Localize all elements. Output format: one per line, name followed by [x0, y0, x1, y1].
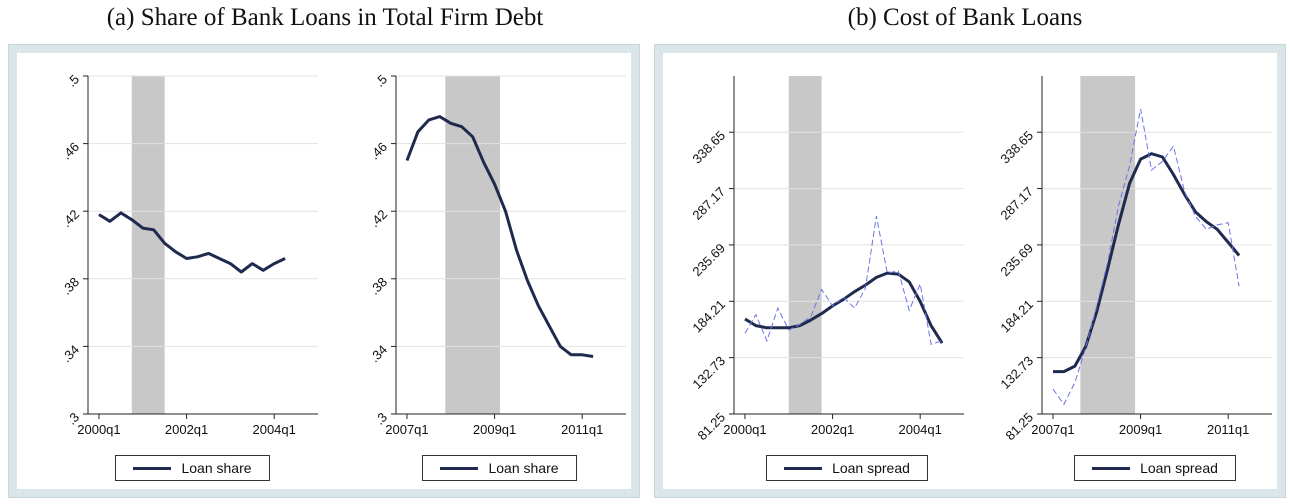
panel-frame-a: [8, 44, 640, 498]
legend-share-2007: Loan share: [422, 455, 577, 481]
y-tick-label: 184.21: [689, 297, 728, 336]
x-tick-label: 2002q1: [165, 422, 208, 437]
x-tick-label: 2004q1: [898, 422, 941, 437]
recession-band: [131, 76, 165, 414]
y-tick-label: 338.65: [997, 128, 1036, 167]
y-tick-label: .42: [367, 207, 390, 230]
x-tick-label: 2000q1: [77, 422, 120, 437]
chart-spread-2007: 81.25132.73184.21235.69287.17338.652007q…: [997, 76, 1272, 443]
y-tick-label: 235.69: [689, 240, 728, 279]
x-tick-label: 2009q1: [1119, 422, 1162, 437]
y-tick-label: 184.21: [997, 297, 1036, 336]
recession-band: [445, 76, 501, 414]
legend-swatch: [440, 466, 479, 470]
panel-title-a: (a) Share of Bank Loans in Total Firm De…: [106, 4, 544, 31]
series-line-loan: [405, 115, 594, 358]
y-tick-label: 287.17: [689, 184, 728, 223]
panel-inner-a: [17, 53, 631, 489]
legend-swatch: [133, 466, 172, 470]
y-tick-label: .5: [64, 72, 82, 90]
y-tick-label: .5: [372, 72, 390, 90]
y-tick-label: .38: [367, 274, 390, 297]
y-tick-label: 287.17: [997, 184, 1036, 223]
series-line-loan: [744, 271, 944, 344]
y-tick-label: 132.73: [997, 353, 1036, 392]
y-tick-label: .42: [59, 207, 82, 230]
y-tick-label: .38: [59, 274, 82, 297]
legend-label: Loan share: [488, 460, 559, 476]
y-tick-label: 132.73: [689, 353, 728, 392]
legend-spread-2000: Loan spread: [766, 455, 928, 481]
legend-label: Loan spread: [1140, 460, 1218, 476]
x-tick-label: 2002q1: [811, 422, 854, 437]
panel-title-b: (b) Cost of Bank Loans: [847, 4, 1083, 31]
legend-share-2000: Loan share: [115, 455, 270, 481]
x-tick-label: 2000q1: [723, 422, 766, 437]
panel-inner-b: [663, 53, 1277, 489]
x-tick-label: 2011q1: [561, 422, 603, 437]
x-tick-label: 2011q1: [1207, 422, 1249, 437]
series-line-loan: [1053, 152, 1241, 374]
y-tick-label: .46: [367, 139, 390, 162]
y-tick-label: .34: [59, 342, 82, 365]
chart-spread-2000: 81.25132.73184.21235.69287.17338.652000q…: [689, 76, 964, 443]
x-tick-label: 2007q1: [385, 422, 428, 437]
x-tick-label: 2009q1: [473, 422, 516, 437]
series-line-dashed: [744, 216, 943, 345]
y-tick-label: 338.65: [689, 128, 728, 167]
panel-frame-b: [654, 44, 1286, 498]
legend-label: Loan share: [181, 460, 252, 476]
x-tick-label: 2004q1: [252, 422, 295, 437]
y-tick-label: 235.69: [997, 240, 1036, 279]
legend-swatch: [1092, 466, 1131, 470]
legend-swatch: [784, 466, 823, 470]
legend-spread-2007: Loan spread: [1074, 455, 1236, 481]
y-tick-label: .34: [367, 342, 390, 365]
series-line-dashed: [1052, 108, 1240, 406]
x-tick-label: 2007q1: [1031, 422, 1074, 437]
series-line-loan: [98, 211, 286, 274]
y-tick-label: .46: [59, 139, 82, 162]
legend-label: Loan spread: [832, 460, 910, 476]
